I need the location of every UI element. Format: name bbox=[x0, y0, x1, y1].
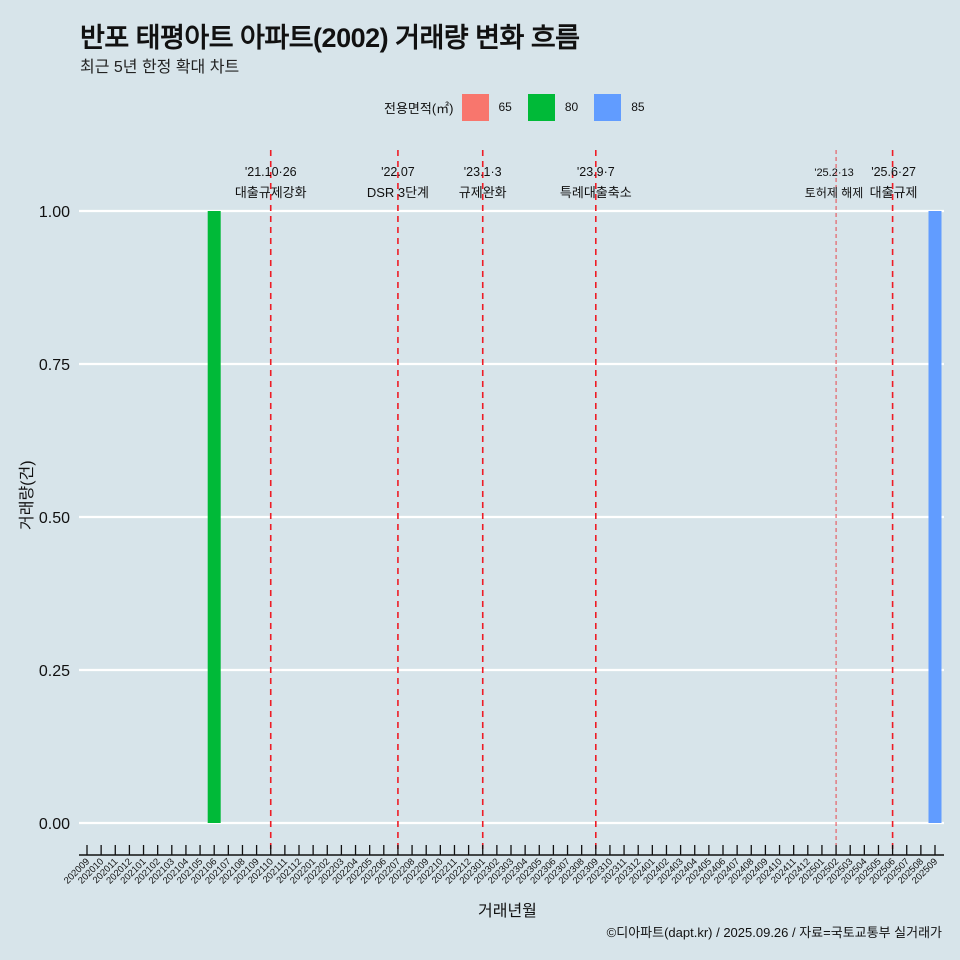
legend-label-85: 85 bbox=[631, 100, 645, 114]
legend-label-80: 80 bbox=[564, 100, 579, 114]
event-date: '23.1·3 bbox=[464, 165, 502, 179]
event-label: 토허제 해제 bbox=[805, 186, 864, 200]
y-tick-label: 0.00 bbox=[39, 816, 70, 833]
y-axis-label: 거래량(건) bbox=[19, 460, 36, 530]
legend-swatch-65 bbox=[461, 93, 489, 121]
event-date: '23.9·7 bbox=[577, 165, 615, 179]
bar-80 bbox=[207, 211, 221, 823]
event-label: DSR 3단계 bbox=[367, 185, 429, 200]
x-axis-label: 거래년월 bbox=[478, 903, 537, 920]
source-caption: ©디아파트(dapt.kr) / 2025.09.26 / 자료=국토교통부 실… bbox=[606, 925, 942, 940]
chart-subtitle: 최근 5년 한정 확대 차트 bbox=[80, 59, 240, 76]
chart-title: 반포 태평아트 아파트(2002) 거래량 변화 흐름 bbox=[80, 23, 580, 53]
y-tick-label: 0.25 bbox=[39, 663, 70, 680]
event-date: '21.10·26 bbox=[245, 165, 297, 179]
event-label: 특례대출축소 bbox=[560, 185, 632, 200]
y-tick-label: 0.75 bbox=[39, 357, 70, 374]
y-tick-label: 1.00 bbox=[39, 204, 70, 221]
legend-swatch-85 bbox=[594, 93, 622, 121]
bar-85 bbox=[928, 211, 942, 823]
legend: 전용면적(㎡) 65 80 85 bbox=[384, 92, 661, 122]
legend-swatch-80 bbox=[527, 93, 555, 121]
y-tick-label: 0.50 bbox=[39, 510, 70, 527]
event-label: 규제완화 bbox=[459, 185, 507, 200]
legend-label-65: 65 bbox=[498, 100, 512, 114]
event-date: '25.2·13 bbox=[814, 167, 853, 179]
event-date: '22.07 bbox=[381, 165, 415, 179]
event-date: '25.6·27 bbox=[871, 165, 916, 179]
event-label: 대출규제강화 bbox=[235, 185, 307, 200]
legend-title: 전용면적(㎡) bbox=[384, 100, 454, 116]
event-label: 대출규제 bbox=[870, 185, 918, 200]
